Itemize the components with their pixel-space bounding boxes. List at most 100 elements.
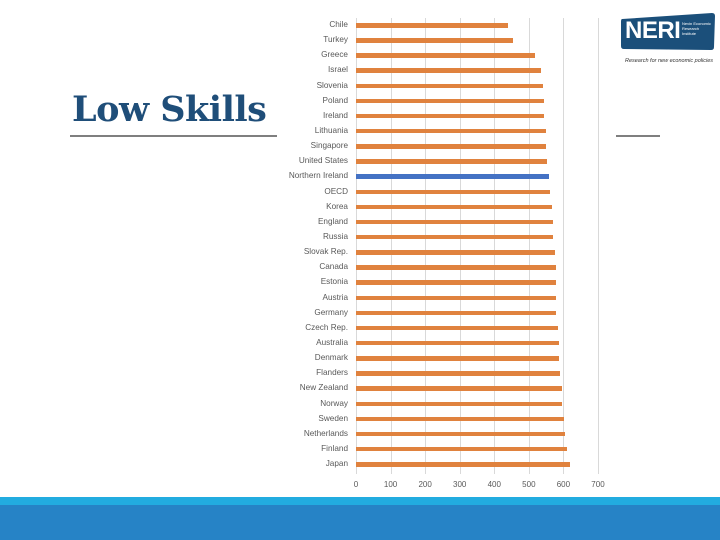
x-tick-label: 0: [353, 480, 359, 489]
bar: [356, 371, 560, 376]
slide-title: Low Skills: [72, 89, 267, 130]
chart-row: Poland: [280, 94, 620, 109]
category-label: Flanders: [316, 368, 348, 378]
chart-row: Estonia: [280, 275, 620, 290]
bar: [356, 159, 548, 164]
x-tick-label: 700: [591, 480, 605, 489]
title-underline: [70, 135, 277, 137]
bar: [356, 446, 568, 452]
category-label: Ireland: [322, 110, 348, 120]
chart-row: Czech Rep.: [280, 321, 620, 336]
bar: [356, 295, 557, 301]
chart-row: Germany: [280, 306, 620, 321]
chart-row: Lithuania: [280, 124, 620, 139]
logo-wordmark: NERI: [625, 17, 681, 44]
chart-row: Turkey: [280, 33, 620, 48]
category-label: Singapore: [310, 141, 348, 151]
category-label: Lithuania: [314, 125, 348, 135]
bar: [356, 98, 545, 104]
bar: [356, 83, 543, 89]
logo-tagline: Research for new economic policies: [624, 58, 714, 64]
chart-row: Slovak Rep.: [280, 245, 620, 260]
category-label: Greece: [321, 50, 348, 60]
chart-row: Japan: [280, 457, 620, 472]
chart-row: Ireland: [280, 109, 620, 124]
gridline: [459, 18, 461, 474]
category-label: Estonia: [320, 277, 348, 287]
x-tick-label: 200: [418, 480, 432, 489]
chart-row: Flanders: [280, 366, 620, 381]
bar: [356, 462, 570, 467]
category-label: Israel: [327, 65, 348, 75]
category-label: Korea: [326, 201, 348, 211]
x-tick-label: 300: [453, 480, 467, 489]
category-label: Australia: [316, 337, 348, 347]
category-label: Sweden: [318, 413, 348, 423]
bar: [356, 386, 563, 391]
right-divider: [616, 135, 660, 137]
bar: [356, 219, 554, 225]
bar: [356, 234, 554, 240]
gridline: [528, 18, 530, 474]
gridline: [597, 18, 599, 474]
category-label: Slovenia: [316, 80, 348, 90]
bar: [356, 310, 557, 316]
bar-chart: 0 100 200 300 400 500 600 700 Chile Turkey Greece I…: [280, 14, 620, 494]
x-tick-label: 600: [556, 480, 571, 489]
bar: [356, 265, 557, 270]
gridline: [425, 18, 427, 474]
logo-subtitle: Nevin Economic Research Institute: [682, 21, 711, 36]
bar: [356, 128, 547, 134]
chart-row: Finland: [280, 442, 620, 457]
bar: [356, 401, 563, 406]
chart-row: Chile: [280, 18, 620, 33]
category-label: Canada: [319, 262, 348, 272]
category-label: Czech Rep.: [305, 322, 348, 332]
bar: [356, 340, 559, 346]
chart-row: Russia: [280, 230, 620, 245]
gridline: [563, 18, 565, 474]
category-label: Norway: [320, 398, 348, 408]
footer-band-dark: [0, 505, 720, 540]
bar: [356, 23, 509, 28]
bar: [356, 280, 557, 285]
chart-row: Denmark: [280, 351, 620, 366]
neri-logo: NERI Nevin Economic Research Institute: [620, 13, 716, 51]
category-label: Netherlands: [303, 428, 348, 438]
chart-row: OECD: [280, 185, 620, 200]
category-label: Denmark: [314, 353, 348, 363]
chart-row: Canada: [280, 260, 620, 275]
chart-row: Austria: [280, 291, 620, 306]
chart-row: Netherlands: [280, 427, 620, 442]
bar: [356, 189, 551, 195]
bar: [356, 416, 565, 422]
chart-row: Israel: [280, 63, 620, 78]
chart-row: Singapore: [280, 139, 620, 154]
chart-row: Sweden: [280, 412, 620, 427]
bar: [356, 113, 545, 119]
chart-row: Northern Ireland: [280, 169, 620, 184]
category-label: Poland: [322, 95, 349, 105]
gridline: [356, 18, 357, 474]
chart-row: Norway: [280, 397, 620, 412]
category-label: OECD: [324, 186, 348, 196]
category-label: Japan: [325, 459, 348, 469]
bar: [356, 53, 536, 58]
category-label: Northern Ireland: [288, 171, 348, 181]
chart-row: Australia: [280, 336, 620, 351]
bar: [356, 38, 513, 43]
logo-shape-icon: [621, 13, 715, 50]
category-label: New Zealand: [299, 383, 348, 393]
category-label: United States: [298, 156, 348, 166]
category-label: Germany: [314, 307, 348, 317]
x-tick-label: 100: [383, 480, 398, 489]
category-label: Slovak Rep.: [303, 247, 348, 257]
chart-row: United States: [280, 154, 620, 169]
chart-row: England: [280, 215, 620, 230]
category-label: Chile: [329, 20, 348, 29]
x-tick-label: 400: [487, 480, 501, 489]
bar: [356, 431, 566, 437]
bar: [356, 250, 556, 255]
chart-row: New Zealand: [280, 381, 620, 396]
category-label: England: [317, 216, 348, 226]
